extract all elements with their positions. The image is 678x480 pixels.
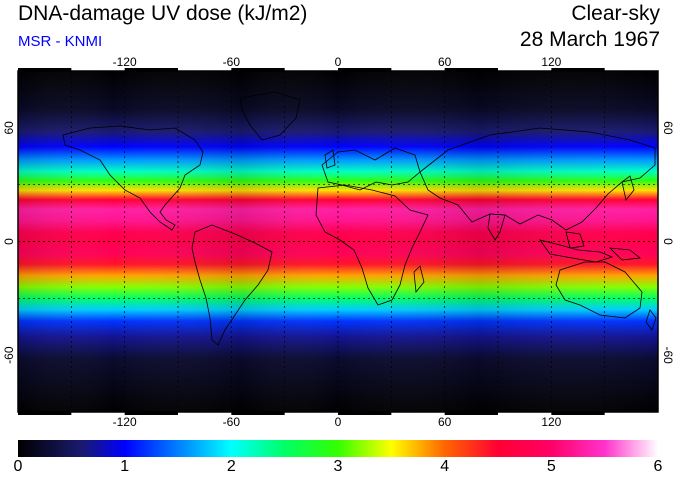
frame-block	[18, 412, 72, 415]
longitude-tick-label: 120	[541, 415, 561, 429]
frame-block	[444, 68, 498, 71]
latitude-tick-label: 0	[661, 238, 675, 245]
coast-new-zealand	[645, 309, 657, 331]
coast-north-america	[62, 125, 204, 231]
coast-africa	[315, 184, 429, 306]
frame-block	[124, 68, 178, 71]
colorbar-tick-label: 3	[333, 458, 343, 475]
colorbar-tick-label: 4	[440, 458, 450, 475]
colorbar-tick-label: 2	[226, 458, 236, 475]
coastlines	[62, 91, 657, 346]
latitude-tick-label: -60	[661, 346, 675, 364]
longitude-labels-top: -120 -60 0 60 120	[113, 55, 562, 69]
longitude-tick-label: -60	[223, 55, 241, 69]
latitude-labels-left: 60 0 -60	[2, 121, 16, 364]
coast-new-guinea	[608, 247, 642, 261]
coast-india	[487, 213, 506, 241]
date-label: 28 March 1967	[519, 28, 660, 51]
frame-block	[444, 412, 498, 415]
colorbar-tick-label: 0	[13, 458, 23, 475]
longitude-tick-label: 60	[438, 415, 452, 429]
colorbar-tick-label: 6	[653, 458, 663, 475]
colorbar	[18, 440, 658, 457]
latitude-labels-right: 60 0 -60	[661, 121, 675, 364]
latitude-tick-label: -60	[2, 346, 16, 364]
graticule	[18, 71, 658, 412]
frame-block	[124, 412, 178, 415]
coast-australia	[555, 261, 643, 319]
frame-tick-marks	[18, 68, 605, 415]
frame-block	[231, 412, 285, 415]
latitude-tick-label: 60	[661, 121, 675, 135]
colorbar-tick-label: 5	[546, 458, 556, 475]
longitude-labels-bottom: -120 -60 0 60 120	[113, 415, 562, 429]
uv-dose-map: -120 -60 0 60 120 -120 -60 0 60 120 60 0 -60 60 0 -6…	[2, 55, 675, 429]
coast-europe	[321, 147, 421, 191]
coast-asia	[419, 127, 656, 231]
longitude-tick-label: 60	[438, 55, 452, 69]
longitude-tick-label: 0	[335, 55, 342, 69]
longitude-tick-label: -120	[113, 55, 137, 69]
coast-indonesia	[539, 239, 614, 263]
frame-block	[18, 68, 72, 71]
longitude-tick-label: -60	[223, 415, 241, 429]
coast-japan	[621, 175, 635, 201]
coast-borneo	[565, 231, 585, 249]
sky-condition-label: Clear-sky	[571, 2, 660, 25]
source-label: MSR - KNMI	[18, 33, 103, 50]
map-title: DNA-damage UV dose (kJ/m2)	[18, 2, 308, 25]
longitude-tick-label: 0	[335, 415, 342, 429]
coast-greenland	[239, 91, 301, 141]
coast-south-america	[191, 224, 273, 346]
frame-block	[338, 412, 392, 415]
frame-block	[338, 68, 392, 71]
latitude-tick-label: 0	[2, 238, 16, 245]
longitude-tick-label: -120	[113, 415, 137, 429]
coast-british-isles	[324, 149, 336, 169]
coast-madagascar	[413, 265, 425, 294]
latitude-tick-label: 60	[2, 121, 16, 135]
longitude-tick-label: 120	[541, 55, 561, 69]
frame-block	[551, 68, 605, 71]
frame-block	[551, 412, 605, 415]
colorbar-tick-label: 1	[120, 458, 130, 475]
frame-block	[231, 68, 285, 71]
